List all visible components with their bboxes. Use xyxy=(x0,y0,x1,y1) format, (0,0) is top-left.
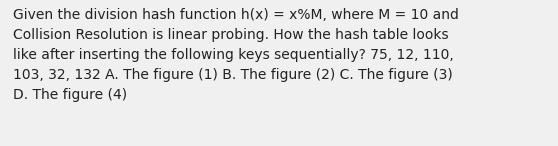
Text: Given the division hash function h(x) = x%M, where M = 10 and
Collision Resoluti: Given the division hash function h(x) = … xyxy=(13,8,459,102)
